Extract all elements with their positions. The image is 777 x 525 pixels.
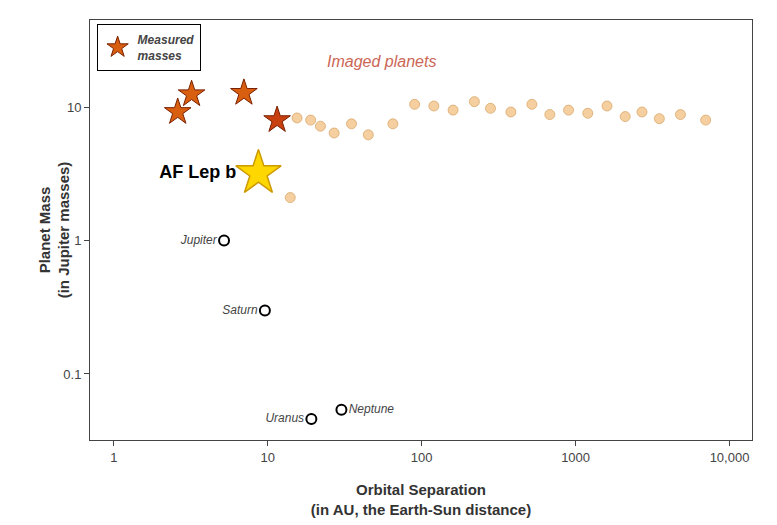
svg-text:Planet Mass(in Jupiter masses): Planet Mass(in Jupiter masses) bbox=[36, 162, 73, 299]
svg-text:100: 100 bbox=[411, 450, 433, 465]
svg-text:1: 1 bbox=[110, 450, 117, 465]
svg-text:1000: 1000 bbox=[561, 450, 590, 465]
svg-text:AF Lep b: AF Lep b bbox=[159, 162, 236, 182]
svg-text:Measuredmasses: Measuredmasses bbox=[138, 33, 195, 63]
svg-text:Neptune: Neptune bbox=[349, 402, 395, 416]
svg-text:Jupiter: Jupiter bbox=[180, 233, 218, 247]
svg-text:1: 1 bbox=[74, 233, 81, 248]
svg-text:10,000: 10,000 bbox=[710, 450, 750, 465]
svg-text:Uranus: Uranus bbox=[265, 411, 304, 425]
svg-text:Saturn: Saturn bbox=[222, 303, 258, 317]
svg-text:Orbital Separation(in AU, the: Orbital Separation(in AU, the Earth-Sun … bbox=[311, 481, 531, 518]
svg-text:0.1: 0.1 bbox=[63, 367, 81, 382]
svg-text:10: 10 bbox=[67, 100, 81, 115]
svg-text:Imaged planets: Imaged planets bbox=[327, 53, 436, 70]
svg-text:10: 10 bbox=[261, 450, 275, 465]
